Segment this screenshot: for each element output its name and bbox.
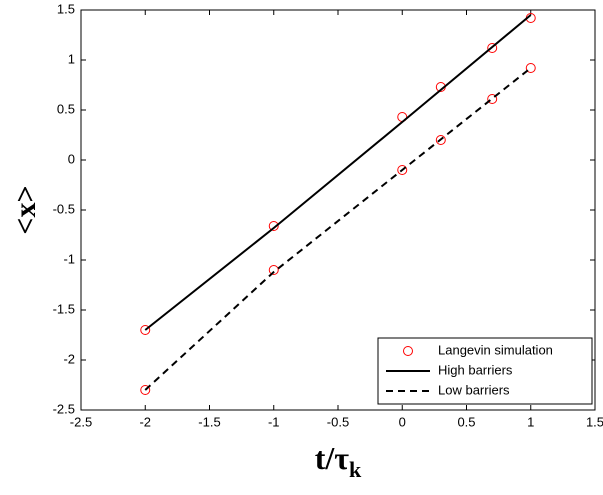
x-axis-label: t/τk bbox=[315, 440, 362, 482]
x-tick-label: 0 bbox=[399, 414, 406, 429]
y-tick-label: -2 bbox=[63, 351, 75, 366]
legend-label: Low barriers bbox=[438, 382, 510, 397]
x-tick-label: -2.5 bbox=[70, 414, 92, 429]
y-tick-label: -0.5 bbox=[53, 201, 75, 216]
x-tick-label: 1 bbox=[527, 414, 534, 429]
y-axis-label: <x> bbox=[9, 185, 42, 234]
x-tick-label: -1.5 bbox=[198, 414, 220, 429]
legend-marker bbox=[403, 346, 413, 356]
series-line bbox=[144, 67, 532, 391]
series-line bbox=[144, 14, 532, 331]
data-point bbox=[268, 221, 279, 231]
legend-label: High barriers bbox=[438, 362, 513, 377]
data-point bbox=[140, 385, 151, 395]
x-axis-label-main: t/τ bbox=[315, 440, 350, 476]
data-point bbox=[487, 94, 498, 104]
y-tick-label: 1 bbox=[68, 51, 75, 66]
data-point bbox=[487, 43, 498, 53]
x-tick-label: -0.5 bbox=[327, 414, 349, 429]
legend-label: Langevin simulation bbox=[438, 342, 553, 357]
x-tick-label: -1 bbox=[268, 414, 280, 429]
y-tick-label: -1 bbox=[63, 251, 75, 266]
y-tick-label: -1.5 bbox=[53, 301, 75, 316]
data-point bbox=[525, 63, 536, 73]
data-point bbox=[397, 165, 408, 175]
data-point bbox=[140, 325, 151, 335]
y-tick-label: 1.5 bbox=[57, 1, 75, 16]
x-axis-label-sub: k bbox=[349, 457, 362, 482]
data-point bbox=[435, 135, 446, 145]
x-tick-label: -2 bbox=[139, 414, 151, 429]
y-tick-label: 0 bbox=[68, 151, 75, 166]
y-tick-label: 0.5 bbox=[57, 101, 75, 116]
y-tick-label: -2.5 bbox=[53, 401, 75, 416]
data-point bbox=[268, 265, 279, 275]
x-tick-label: 0.5 bbox=[457, 414, 475, 429]
x-tick-label: 1.5 bbox=[586, 414, 603, 429]
